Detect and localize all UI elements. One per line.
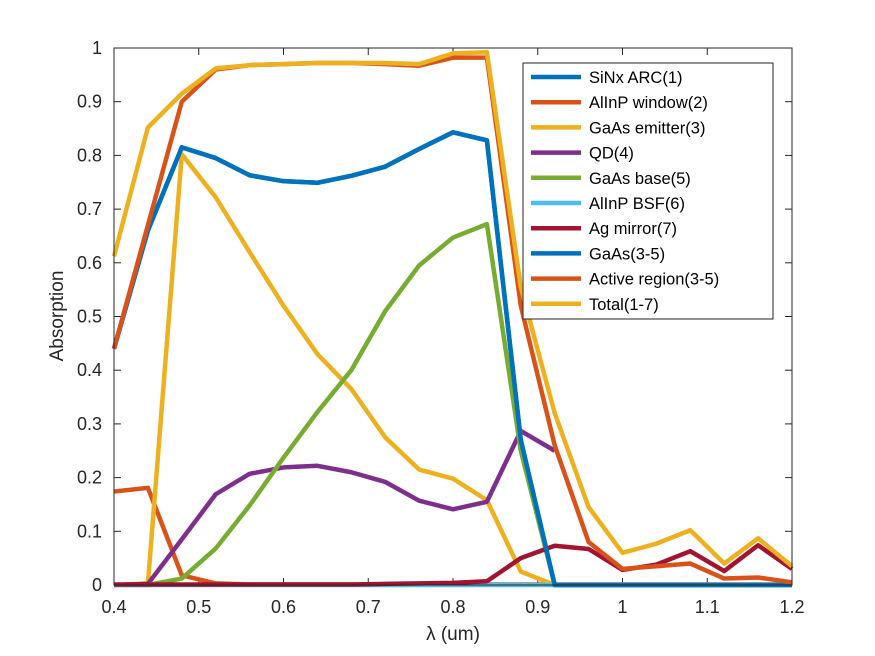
y-tick-label: 0.5 <box>77 307 102 327</box>
series-line-3 <box>113 428 556 588</box>
y-tick-label: 0.3 <box>77 414 102 434</box>
legend-label: AlInP window(2) <box>589 94 708 112</box>
legend-label: SiNx ARC(1) <box>589 69 683 87</box>
y-tick-label: 0.1 <box>77 521 102 541</box>
y-tick-label: 0 <box>92 575 102 595</box>
x-tick-label: 1.2 <box>779 597 804 617</box>
legend: SiNx ARC(1) AlInP window(2) GaAs emitter(3… <box>522 62 774 320</box>
legend-label: Total(1-7) <box>589 296 659 314</box>
x-tick-label: 0.6 <box>271 597 296 617</box>
x-tick-labels: 0.4 0.5 0.6 0.7 0.8 0.9 1 1.1 1.2 <box>101 597 804 617</box>
x-tick-label: 0.4 <box>101 597 126 617</box>
legend-label: GaAs emitter(3) <box>589 119 705 137</box>
y-tick-label: 0.9 <box>77 92 102 112</box>
legend-label: GaAs base(5) <box>589 170 691 188</box>
y-tick-label: 0.7 <box>77 199 102 219</box>
x-tick-label: 1 <box>617 597 627 617</box>
legend-label: QD(4) <box>589 145 634 163</box>
y-tick-label: 0.2 <box>77 468 102 488</box>
y-axis-title: Absorption <box>47 271 68 362</box>
series-line-6 <box>114 543 794 587</box>
x-tick-label: 0.7 <box>356 597 381 617</box>
x-tick-label: 0.8 <box>440 597 465 617</box>
legend-box <box>522 62 774 320</box>
y-tick-labels: 0 0.1 0.2 0.3 0.4 0.5 0.6 0.7 0.8 0.9 1 <box>77 38 102 595</box>
legend-label: Ag mirror(7) <box>589 220 677 238</box>
y-tick-label: 0.8 <box>77 145 102 165</box>
y-tick-label: 0.6 <box>77 253 102 273</box>
y-tick-label: 0.4 <box>77 360 102 380</box>
x-tick-label: 0.9 <box>525 597 550 617</box>
x-tick-label: 1.1 <box>695 597 720 617</box>
legend-label: Active region(3-5) <box>589 271 719 289</box>
y-tick-label: 1 <box>92 38 102 58</box>
series-line-4 <box>114 221 557 588</box>
series-line-9 <box>111 50 794 568</box>
legend-label: GaAs(3-5) <box>589 245 665 263</box>
legend-label: AlInP BSF(6) <box>589 195 685 213</box>
x-axis-title: λ (um) <box>426 624 480 645</box>
plot-frame <box>113 47 793 586</box>
x-tick-label: 0.5 <box>186 597 211 617</box>
